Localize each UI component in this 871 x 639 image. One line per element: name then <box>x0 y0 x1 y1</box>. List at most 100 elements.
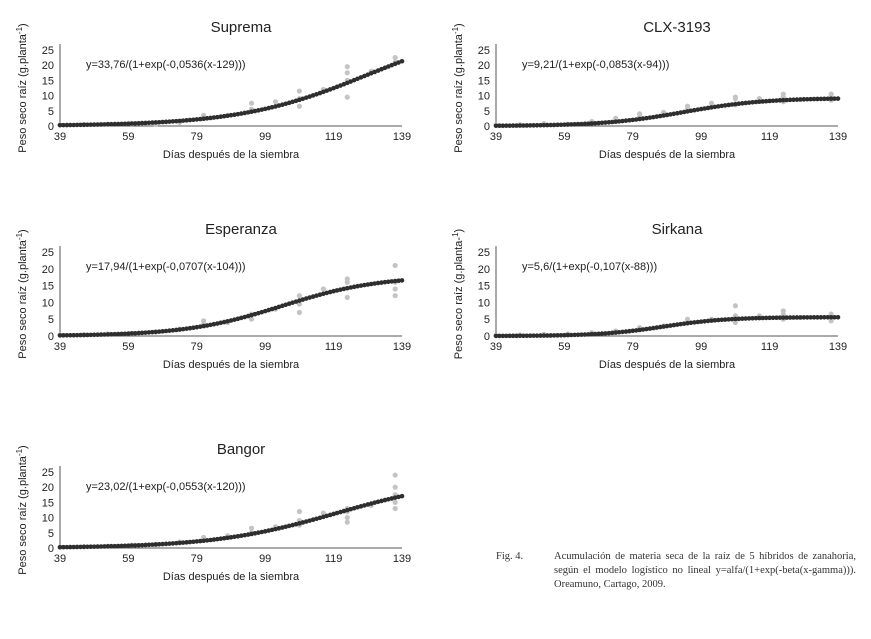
chart-esperanza-fitted-point-32 <box>167 328 172 333</box>
chart-panel-bangor: Bangor y=23,02/(1+exp(-0,0553(x-120))) 0 5 1… <box>0 430 430 602</box>
chart-bangor-fitted-point-9 <box>88 544 94 550</box>
chart-bangor-fitted-point-61 <box>266 528 271 533</box>
chart-bangor-fitted-point-58 <box>256 530 261 535</box>
chart-esperanza-fitted-point-90 <box>365 282 371 287</box>
chart-sirkana-xtick-79: 79 <box>627 341 639 353</box>
chart-clx-3193-fitted-point-100 <box>835 96 841 101</box>
chart-suprema-fitted-point-44 <box>208 115 213 121</box>
chart-clx-3193-fitted-point-41 <box>633 117 639 122</box>
chart-bangor-fitted-point-23 <box>136 542 141 548</box>
chart-clx-3193-xtick-79: 79 <box>627 131 639 143</box>
chart-suprema-xtick-139: 139 <box>393 131 411 143</box>
chart-clx-3193-fitted-point-83 <box>777 98 783 103</box>
chart-bangor-fitted-point-98 <box>392 495 398 500</box>
chart-suprema-xtick-79: 79 <box>191 131 203 143</box>
chart-esperanza-fitted-point-1 <box>61 333 66 338</box>
chart-sirkana-fitted-point-0 <box>493 333 499 339</box>
chart-sirkana-xtick-59: 59 <box>558 341 570 353</box>
chart-sirkana-fitted-point-31 <box>599 331 605 336</box>
chart-esperanza-fitted-point-2 <box>64 333 70 338</box>
chart-esperanza-fitted-point-82 <box>338 287 343 292</box>
chart-clx-3193-fitted-point-97 <box>825 96 831 102</box>
chart-suprema-fitted-point-52 <box>235 111 241 117</box>
chart-sirkana-fitted-point-32 <box>603 331 608 336</box>
chart-esperanza-observed-point-22 <box>392 262 398 269</box>
chart-sirkana-fitted-point-4 <box>507 333 512 339</box>
chart-clx-3193-equation: y=9,21/(1+exp(-0,0853(x-94))) <box>522 59 669 71</box>
chart-suprema-ytick-20: 20 <box>42 60 54 72</box>
chart-sirkana-title: Sirkana <box>652 221 704 238</box>
chart-bangor-ylabel-main: Peso seco raíz (g.planta <box>17 455 29 575</box>
chart-esperanza-xtick-79: 79 <box>191 341 203 353</box>
chart-sirkana-fitted-point-94 <box>815 315 820 320</box>
chart-clx-3193-fitted-point-69 <box>729 102 735 107</box>
chart-bangor-ylabel-end: ) <box>17 445 29 449</box>
chart-esperanza-xtick-99: 99 <box>259 341 271 353</box>
chart-bangor-fitted-point-42 <box>201 538 206 544</box>
chart-esperanza-xtick-139: 139 <box>393 341 411 353</box>
chart-clx-3193-fitted-point-70 <box>733 101 738 107</box>
chart-sirkana-ylabel: Peso seco raíz (g.planta-1) <box>451 229 466 359</box>
chart-sirkana-fitted-point-49 <box>661 324 666 329</box>
chart-clx-3193-fitted-point-44 <box>644 115 649 121</box>
chart-esperanza-fitted-point-26 <box>146 330 152 335</box>
chart-esperanza-fitted-point-22 <box>132 330 138 336</box>
chart-suprema-fitted-point-10 <box>91 122 97 127</box>
chart-suprema-fitted-point-53 <box>238 111 244 116</box>
chart-suprema-fitted-point-47 <box>218 114 224 119</box>
chart-suprema-fitted-point-2 <box>64 122 70 128</box>
chart-suprema-fitted-point-35 <box>177 118 182 124</box>
chart-clx-3193-fitted-point-76 <box>753 99 759 105</box>
chart-sirkana-fitted-point-88 <box>794 315 800 320</box>
chart-esperanza-fitted-point-27 <box>150 329 155 335</box>
chart-bangor-fitted-point-59 <box>259 529 265 535</box>
chart-sirkana-fitted-point-79 <box>763 315 769 321</box>
chart-esperanza-fitted-point-44 <box>208 322 213 328</box>
chart-sirkana-fitted-point-37 <box>620 329 625 335</box>
chart-bangor-fitted-point-8 <box>85 544 90 550</box>
chart-sirkana-fitted-point-2 <box>500 333 506 339</box>
chart-clx-3193-fitted-point-67 <box>722 103 728 108</box>
chart-esperanza-fitted-point-42 <box>201 323 206 329</box>
chart-clx-3193-fitted-point-33 <box>606 119 612 125</box>
chart-bangor-observed-point-10 <box>248 525 255 531</box>
chart-sirkana-xtick-119: 119 <box>761 341 779 353</box>
chart-sirkana-xlabel: Días después de la siembra <box>599 359 736 371</box>
chart-esperanza-ylabel-sup: -1 <box>15 232 24 240</box>
chart-sirkana-fitted-point-51 <box>668 323 673 328</box>
chart-clx-3193-fitted-point-43 <box>640 116 646 121</box>
chart-clx-3193-fitted-point-68 <box>726 102 731 108</box>
chart-clx-3193-fitted-point-2 <box>500 123 506 128</box>
chart-clx-3193-fitted-point-34 <box>609 119 615 125</box>
chart-bangor-fitted-point-62 <box>269 527 275 533</box>
chart-sirkana-fitted-point-44 <box>644 326 649 332</box>
chart-esperanza-observed-point-15 <box>320 286 326 292</box>
chart-esperanza-ytick-10: 10 <box>42 297 54 309</box>
chart-esperanza-fitted-point-45 <box>211 321 217 327</box>
chart-sirkana-observed-point-17 <box>780 308 786 314</box>
chart-suprema-fitted-point-29 <box>156 119 162 125</box>
chart-bangor-observed-point-16 <box>344 519 350 525</box>
chart-sirkana-fitted-point-67 <box>722 317 728 322</box>
chart-esperanza-fitted-point-17 <box>115 331 121 337</box>
chart-sirkana-fitted-point-20 <box>562 332 567 338</box>
chart-clx-3193-fitted-point-88 <box>794 97 800 102</box>
chart-esperanza-ylabel-main: Peso seco raíz (g.planta <box>17 239 29 359</box>
chart-sirkana-fitted-point-92 <box>808 315 813 320</box>
chart-sirkana-fitted-point-82 <box>774 315 779 321</box>
chart-bangor-observed-point-17 <box>344 515 350 521</box>
chart-esperanza-fitted-point-0 <box>57 333 63 338</box>
chart-sirkana-fitted-point-97 <box>825 314 831 320</box>
chart-sirkana-fitted-point-74 <box>746 316 752 321</box>
chart-bangor-fitted-point-52 <box>235 533 241 539</box>
chart-bangor-xlabel: Días después de la siembra <box>163 571 300 583</box>
chart-esperanza-observed-point-9 <box>248 316 255 322</box>
chart-suprema-fitted-point-12 <box>98 122 104 127</box>
chart-sirkana-fitted-point-64 <box>712 318 718 323</box>
chart-suprema-fitted-point-24 <box>139 120 145 126</box>
chart-bangor-fitted-point-11 <box>95 544 100 549</box>
chart-clx-3193-fitted-point-89 <box>798 97 803 102</box>
chart-clx-3193-fitted-point-90 <box>801 97 807 102</box>
chart-clx-3193-xtick-139: 139 <box>829 131 847 143</box>
chart-esperanza-fitted-point-5 <box>74 332 80 338</box>
